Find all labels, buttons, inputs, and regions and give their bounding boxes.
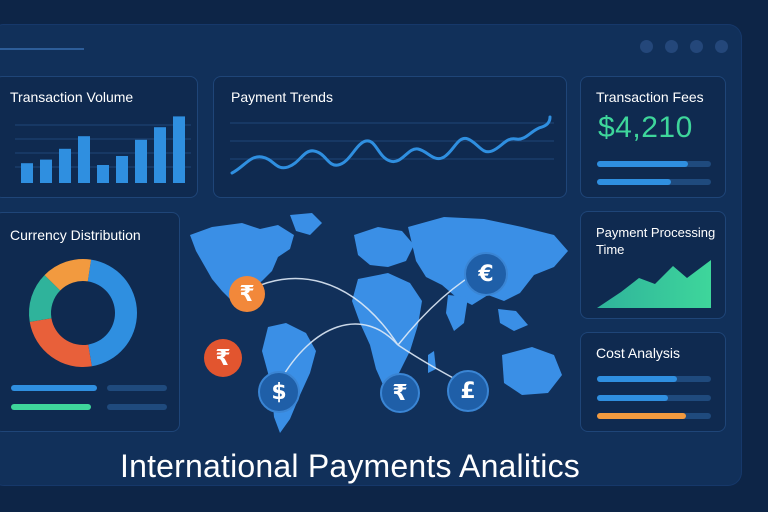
fee-bar — [597, 179, 711, 185]
cost-bar-fill — [597, 413, 686, 419]
payment-trends-chart — [230, 115, 554, 175]
card-title: Transaction Fees — [596, 89, 704, 105]
window-dot[interactable] — [690, 40, 703, 53]
card-title: Transaction Volume — [10, 89, 134, 105]
fee-bar — [597, 161, 711, 167]
donut-slice — [87, 259, 138, 367]
world-map — [190, 213, 568, 433]
volume-bar — [21, 163, 33, 183]
header-divider — [0, 48, 84, 50]
cost-analysis-card[interactable]: Cost Analysis — [580, 332, 726, 432]
volume-bar — [40, 159, 52, 183]
transaction-fees-card[interactable]: Transaction Fees $4,210 — [580, 76, 726, 198]
donut-slice — [44, 259, 92, 291]
donut-slice — [29, 318, 92, 367]
europe-shape — [354, 227, 414, 267]
window-dot[interactable] — [715, 40, 728, 53]
payment-trends-card[interactable]: Payment Trends — [213, 76, 567, 198]
cost-bar — [597, 376, 711, 382]
trend-line — [230, 115, 552, 175]
madagascar-shape — [428, 351, 436, 373]
card-title: Currency Distribution — [10, 227, 141, 243]
rupee-coin-icon[interactable]: ₹ — [204, 339, 242, 377]
window-dot[interactable] — [665, 40, 678, 53]
rupee-coin-icon[interactable]: ₹ — [229, 276, 265, 312]
legend-bar — [11, 385, 97, 391]
volume-bar — [59, 148, 71, 183]
page-title: International Payments Analitics — [120, 448, 580, 484]
pound-coin-icon[interactable]: £ — [447, 370, 489, 412]
legend-bar — [11, 404, 91, 410]
volume-bar — [135, 139, 147, 183]
fee-bar-fill — [597, 179, 672, 185]
greenland-shape — [290, 213, 322, 235]
window-dot[interactable] — [640, 40, 653, 53]
volume-bar — [116, 156, 128, 183]
volume-bar — [78, 136, 90, 183]
volume-bar — [173, 116, 185, 183]
fee-bar-fill — [597, 161, 689, 167]
north-america-shape — [190, 223, 294, 309]
processing-area — [597, 260, 711, 308]
processing-time-card[interactable]: Payment Processing Time — [580, 211, 726, 319]
currency-distribution-card[interactable]: Currency Distribution — [0, 212, 180, 432]
volume-bar — [154, 127, 166, 183]
legend-bar — [107, 404, 167, 410]
route-line — [279, 323, 399, 382]
cost-bar — [597, 395, 711, 401]
currency-donut-chart — [29, 259, 138, 367]
dollar-coin-icon[interactable]: $ — [258, 371, 300, 413]
card-title: Cost Analysis — [596, 345, 681, 361]
window-controls — [640, 40, 728, 53]
euro-coin-icon[interactable]: € — [464, 252, 508, 296]
donut-slice — [29, 275, 61, 322]
cost-bar — [597, 413, 711, 419]
southeast-asia-shape — [498, 309, 528, 331]
cost-bar-fill — [597, 376, 677, 382]
cost-bar-fill — [597, 395, 668, 401]
india-shape — [446, 295, 468, 331]
transaction-volume-chart — [15, 116, 191, 183]
processing-time-chart — [597, 260, 711, 308]
card-title: Payment Trends — [231, 89, 333, 105]
card-title: Payment Processing Time — [596, 225, 716, 257]
legend-bar — [107, 385, 167, 391]
australia-shape — [502, 347, 562, 395]
rupee-coin-icon[interactable]: ₹ — [380, 373, 420, 413]
transaction-volume-card[interactable]: Transaction Volume — [0, 76, 198, 198]
fee-value: $4,210 — [598, 111, 693, 144]
volume-bar — [97, 165, 109, 183]
